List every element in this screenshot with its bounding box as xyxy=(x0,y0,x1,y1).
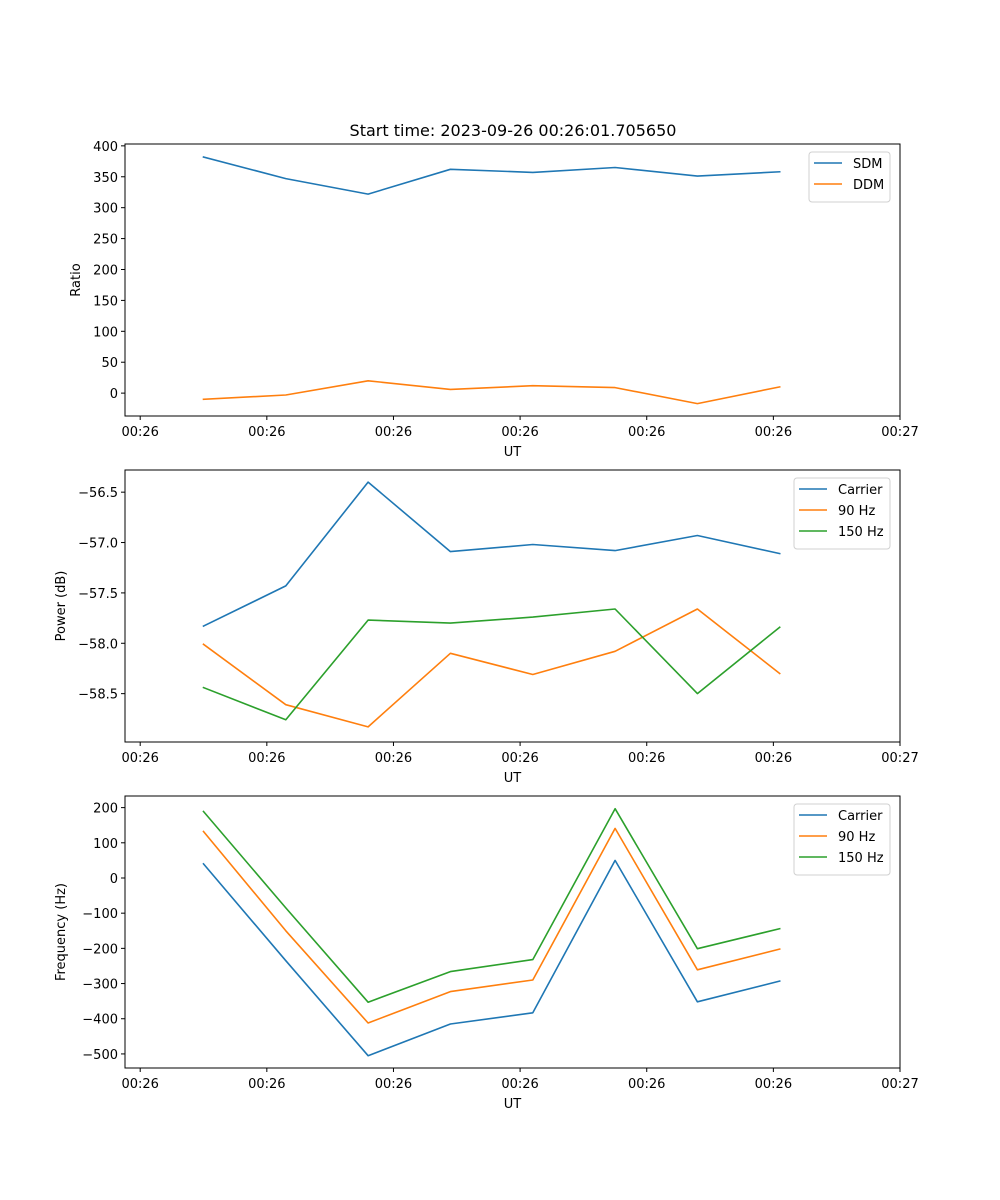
y-tick-label: 250 xyxy=(93,233,118,248)
legend: Carrier 90 Hz 150 Hz xyxy=(793,803,891,876)
axes-frame xyxy=(124,469,901,743)
series-line-0 xyxy=(202,156,781,195)
series-line-1 xyxy=(202,608,781,728)
x-tick-label: 00:26 xyxy=(121,751,158,766)
x-tick-label: 00:26 xyxy=(248,425,285,440)
x-axis-label: UT xyxy=(504,771,522,786)
y-axis-label: Power (dB) xyxy=(54,571,69,642)
x-tick-label: 00:26 xyxy=(628,751,665,766)
x-tick-label: 00:26 xyxy=(501,425,538,440)
power-panel: −58.5 −58.0 −57.5 −57.0 −56.5 00:26 00:26 00:26… xyxy=(54,469,919,786)
y-tick-label: 0 xyxy=(110,387,118,402)
x-tick-label: 00:26 xyxy=(501,1077,538,1092)
y-tick-label: 300 xyxy=(93,202,118,217)
x-tick-label: 00:26 xyxy=(628,1077,665,1092)
y-tick-label: −58.0 xyxy=(78,637,118,652)
legend-label-2: 150 Hz xyxy=(838,525,884,540)
series-line-0 xyxy=(202,481,781,628)
legend-label-0: SDM xyxy=(853,157,882,172)
series-line-2 xyxy=(202,608,781,721)
legend-label-0: Carrier xyxy=(838,483,883,498)
y-tick-label: 0 xyxy=(110,872,118,887)
y-tick-label: 400 xyxy=(93,140,118,155)
x-tick-label: 00:26 xyxy=(248,1077,285,1092)
series-line-2 xyxy=(202,807,781,1004)
x-tick-label: 00:26 xyxy=(121,425,158,440)
y-tick-label: 350 xyxy=(93,171,118,186)
x-tick-label: 00:27 xyxy=(881,1077,918,1092)
y-tick-label: −500 xyxy=(82,1048,118,1063)
x-tick-label: 00:26 xyxy=(248,751,285,766)
legend-label-1: 90 Hz xyxy=(838,830,875,845)
y-tick-label: −300 xyxy=(82,978,118,993)
x-tick-label: 00:26 xyxy=(375,425,412,440)
legend-label-1: DDM xyxy=(853,178,884,193)
y-tick-label: −100 xyxy=(82,907,118,922)
x-axis-label: UT xyxy=(504,445,522,460)
chart-title: Start time: 2023-09-26 00:26:01.705650 xyxy=(350,121,677,140)
plot-area xyxy=(125,796,900,1068)
series-line-1 xyxy=(202,827,781,1024)
x-axis-label: UT xyxy=(504,1097,522,1112)
ratio-panel: 0 50 100 150 200 250 300 350 400 00:26 00:26 00:26 0… xyxy=(69,140,919,460)
y-tick-label: −200 xyxy=(82,942,118,957)
frequency-panel: −500 −400 −300 −200 −100 0 100 200 00:26 00:26 00:… xyxy=(54,795,919,1112)
y-tick-label: −58.5 xyxy=(78,688,118,703)
x-tick-label: 00:27 xyxy=(881,751,918,766)
axes-frame xyxy=(124,795,901,1069)
y-axis-label: Ratio xyxy=(69,263,84,296)
series-line-0 xyxy=(202,859,781,1057)
y-tick-label: −57.5 xyxy=(78,587,118,602)
y-tick-label: −56.5 xyxy=(78,486,118,501)
x-tick-label: 00:26 xyxy=(755,751,792,766)
plot-area xyxy=(125,144,900,416)
subplots: 0 50 100 150 200 250 300 350 400 00:26 00:26 00:26 0… xyxy=(54,140,919,1112)
x-tick-label: 00:26 xyxy=(375,751,412,766)
legend-label-0: Carrier xyxy=(838,809,883,824)
y-tick-label: 50 xyxy=(101,356,118,371)
legend-label-2: 150 Hz xyxy=(838,851,884,866)
y-tick-label: 150 xyxy=(93,294,118,309)
y-tick-label: 200 xyxy=(93,263,118,278)
x-tick-label: 00:26 xyxy=(121,1077,158,1092)
x-tick-label: 00:26 xyxy=(755,1077,792,1092)
legend: SDM DDM xyxy=(808,151,891,203)
x-tick-label: 00:27 xyxy=(881,425,918,440)
axes-frame xyxy=(124,143,901,417)
y-tick-label: −57.0 xyxy=(78,537,118,552)
x-tick-label: 00:26 xyxy=(755,425,792,440)
y-tick-label: 100 xyxy=(93,837,118,852)
y-tick-label: 100 xyxy=(93,325,118,340)
y-axis-label: Frequency (Hz) xyxy=(54,883,69,981)
legend: Carrier 90 Hz 150 Hz xyxy=(793,477,891,550)
x-tick-label: 00:26 xyxy=(501,751,538,766)
x-tick-label: 00:26 xyxy=(375,1077,412,1092)
x-tick-label: 00:26 xyxy=(628,425,665,440)
y-tick-label: 200 xyxy=(93,802,118,817)
plot-area xyxy=(125,470,900,742)
y-tick-label: −400 xyxy=(82,1013,118,1028)
legend-box xyxy=(808,151,891,203)
legend-label-1: 90 Hz xyxy=(838,504,875,519)
series-line-1 xyxy=(202,379,781,405)
